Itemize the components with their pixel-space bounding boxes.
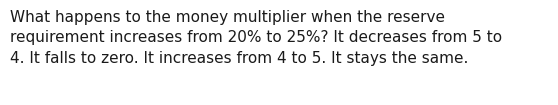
- Text: What happens to the money multiplier when the reserve
requirement increases from: What happens to the money multiplier whe…: [10, 10, 502, 66]
